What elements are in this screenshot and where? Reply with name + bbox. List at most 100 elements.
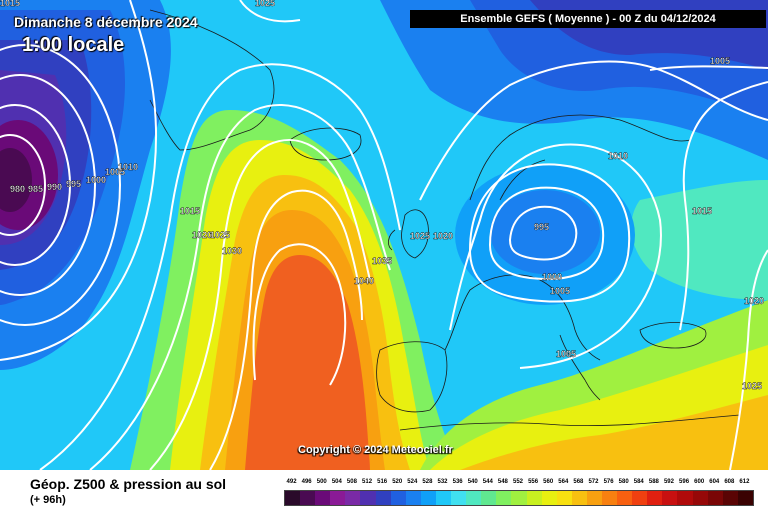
color-scale-value: 532 xyxy=(437,479,448,485)
model-run-label: Ensemble GEFS ( Moyenne ) - 00 Z du 04/1… xyxy=(410,10,766,28)
color-scale-value: 528 xyxy=(422,479,433,485)
forecast-time: 1:00 locale xyxy=(22,34,125,56)
color-scale-swatch xyxy=(330,491,346,505)
isobar-labels: 1015 1025 980 985 990 995 1000 1005 1010… xyxy=(0,0,764,391)
isobar-russia xyxy=(679,81,768,331)
color-scale-swatch xyxy=(496,491,512,505)
coast-scandinavia xyxy=(469,114,691,201)
isobar-west-low-3 xyxy=(0,74,96,296)
color-scale-value: 524 xyxy=(407,479,418,485)
color-scale-swatch xyxy=(526,491,542,505)
color-scale-swatch xyxy=(632,491,648,505)
color-scale-value: 496 xyxy=(301,479,312,485)
color-scale-value: 548 xyxy=(497,479,508,485)
color-scale-value: 556 xyxy=(528,479,539,485)
coast-iberia xyxy=(376,341,448,413)
isobar-atlantic-4 xyxy=(209,189,363,470)
color-scale-swatch xyxy=(405,491,421,505)
color-scale-swatch xyxy=(677,491,693,505)
color-scale-swatch xyxy=(586,491,602,505)
color-scale-swatch xyxy=(571,491,587,505)
isobar-label: 1000 xyxy=(542,272,562,282)
isobar-label: 1015 xyxy=(692,206,712,216)
color-scale-value: 604 xyxy=(709,479,720,485)
isobar-west-low-2 xyxy=(0,104,71,266)
isobar-label: 995 xyxy=(534,222,549,232)
isobar-label: 1025 xyxy=(410,231,430,241)
color-scale-value: 552 xyxy=(512,479,524,485)
color-scale-swatch xyxy=(420,491,436,505)
color-scale-swatch xyxy=(466,491,482,505)
color-scale-value: 516 xyxy=(377,479,388,485)
isobar-label: 1035 xyxy=(372,256,392,266)
color-scale-value: 596 xyxy=(679,479,690,485)
isobar-label: 1015 xyxy=(0,0,20,8)
coast-europe-main xyxy=(444,274,601,361)
isobar-baltic-low-3 xyxy=(468,163,631,303)
isobar-label: 1030 xyxy=(222,246,242,256)
color-scale-labels: 492 496 500 504 508 512 516 520 524 528 532 536 540 5… xyxy=(284,479,750,489)
color-scale-value: 536 xyxy=(452,479,463,485)
isobar-label: 985 xyxy=(28,184,43,194)
isobar-west-low-4 xyxy=(0,44,121,326)
isobar-northeast xyxy=(649,65,768,71)
color-scale-value: 576 xyxy=(603,479,614,485)
color-scale-value: 544 xyxy=(482,479,493,485)
coast-italy xyxy=(559,334,601,401)
isobar-scandinavia xyxy=(419,60,768,201)
color-scale-swatch xyxy=(647,491,663,505)
color-scale-value: 600 xyxy=(694,479,705,485)
isobar-label: 1005 xyxy=(710,56,730,66)
color-scale-swatch xyxy=(722,491,738,505)
isobar-central-europe xyxy=(449,143,662,369)
color-scale-value: 568 xyxy=(573,479,584,485)
isobar-label: 1025 xyxy=(210,230,230,240)
field-south-orange xyxy=(460,395,768,470)
field-ridge-red xyxy=(245,255,370,470)
isobars xyxy=(0,0,768,470)
isobar-atlantic-high xyxy=(252,243,347,386)
color-scale-value: 572 xyxy=(588,479,599,485)
isobar-label: 1010 xyxy=(118,162,138,172)
color-scale-swatch xyxy=(541,491,557,505)
color-scale-swatch xyxy=(451,491,467,505)
coast-north-africa xyxy=(399,414,741,431)
coast-greenland xyxy=(149,9,275,151)
forecast-map: 1015 1025 980 985 990 995 1000 1005 1010… xyxy=(0,0,768,470)
color-scale-value: 608 xyxy=(724,479,735,485)
isobar-atlantic-1 xyxy=(39,63,401,470)
isobar-atlantic-3 xyxy=(149,139,371,470)
color-scale-value: 588 xyxy=(648,479,659,485)
isobar-west-low-1 xyxy=(0,134,46,236)
color-scale-bar xyxy=(284,490,754,506)
isobar-baltic-low-2 xyxy=(488,186,605,281)
parameter-title: Géop. Z500 & pression au sol xyxy=(30,476,227,492)
color-scale-value: 584 xyxy=(633,479,644,485)
color-scale-swatch xyxy=(617,491,633,505)
color-scale-value: 540 xyxy=(467,479,478,485)
color-scale-swatch xyxy=(315,491,331,505)
coast-british-isles xyxy=(388,209,429,259)
map-footer: Géop. Z500 & pression au sol (+ 96h) 492… xyxy=(0,470,768,512)
isobar-label: 1025 xyxy=(742,381,762,391)
color-scale-swatch xyxy=(300,491,316,505)
color-scale-value: 512 xyxy=(362,479,373,485)
isobar-label: 990 xyxy=(47,182,62,192)
color-scale-swatch xyxy=(481,491,497,505)
color-scale-swatch xyxy=(707,491,723,505)
isobar-label: 1000 xyxy=(86,175,106,185)
color-scale-value: 504 xyxy=(331,479,342,485)
isobar-west-low-5 xyxy=(0,0,158,361)
color-scale-swatch xyxy=(345,491,361,505)
isobar-label: 1005 xyxy=(105,167,125,177)
coast-black-sea xyxy=(639,322,707,349)
forecast-lead-time: (+ 96h) xyxy=(30,494,66,506)
color-scale-swatch xyxy=(556,491,572,505)
isobar-baltic-low-1 xyxy=(508,205,578,261)
color-scale-value: 560 xyxy=(543,479,554,485)
color-scale-swatch xyxy=(375,491,391,505)
coastlines xyxy=(149,9,741,431)
color-scale-swatch xyxy=(601,491,618,505)
color-scale-swatch xyxy=(737,491,753,505)
